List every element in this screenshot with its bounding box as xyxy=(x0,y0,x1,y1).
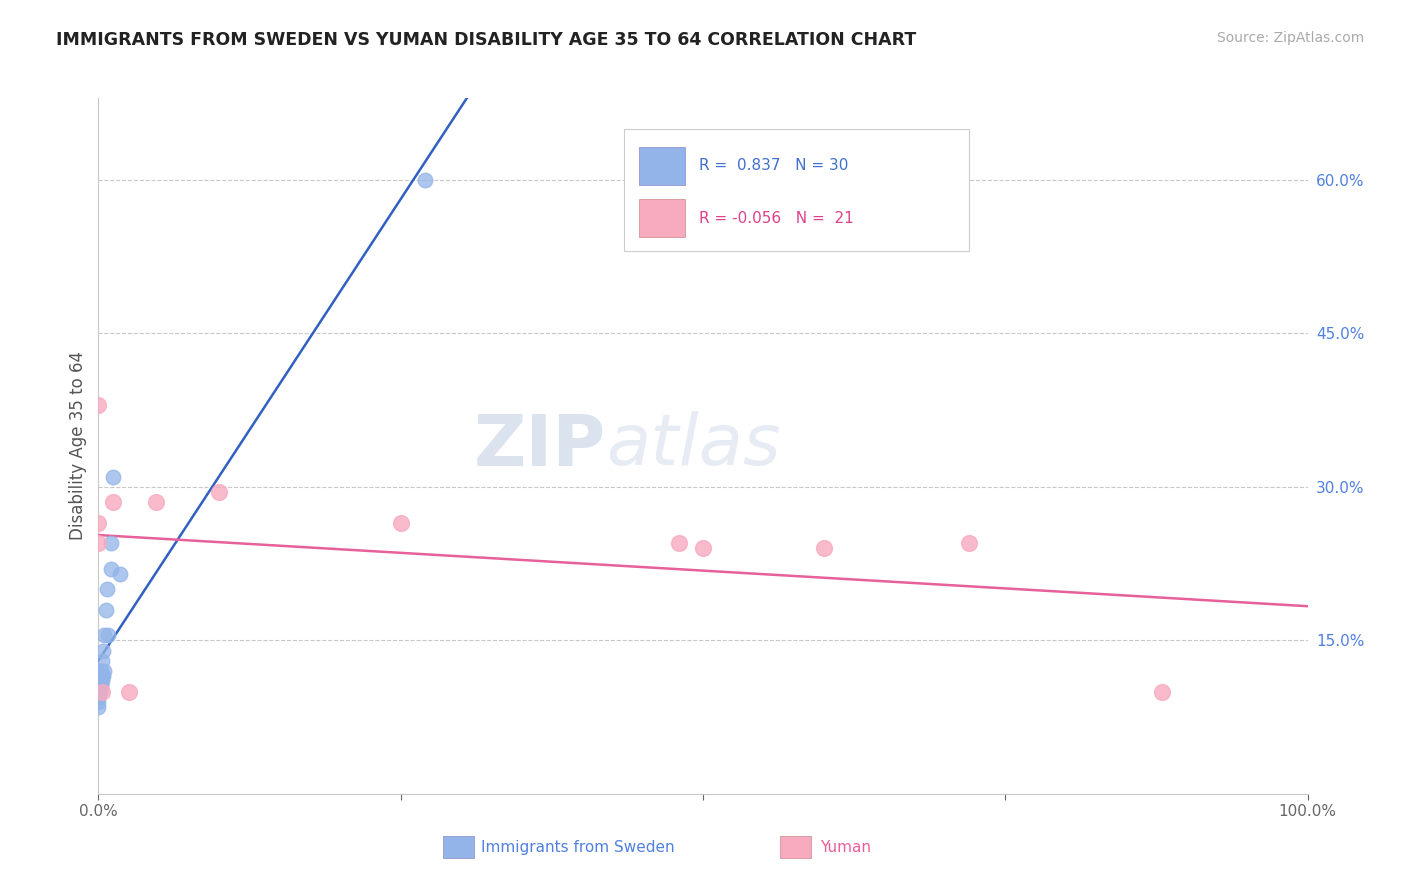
Point xyxy=(100,536,122,550)
Bar xyxy=(638,199,685,237)
Point xyxy=(89,684,111,698)
FancyBboxPatch shape xyxy=(624,129,969,252)
Point xyxy=(87,690,110,704)
Text: Yuman: Yuman xyxy=(820,840,870,855)
Text: atlas: atlas xyxy=(606,411,780,481)
Point xyxy=(668,536,690,550)
Point xyxy=(87,674,110,689)
Point xyxy=(94,603,117,617)
Point xyxy=(97,628,120,642)
Point xyxy=(90,674,112,689)
Point xyxy=(108,566,131,581)
Point xyxy=(87,516,110,530)
Point xyxy=(89,680,111,694)
Text: IMMIGRANTS FROM SWEDEN VS YUMAN DISABILITY AGE 35 TO 64 CORRELATION CHART: IMMIGRANTS FROM SWEDEN VS YUMAN DISABILI… xyxy=(56,31,917,49)
Point xyxy=(93,628,115,642)
Point xyxy=(87,680,110,694)
Y-axis label: Disability Age 35 to 64: Disability Age 35 to 64 xyxy=(69,351,87,541)
Point xyxy=(389,516,412,530)
Text: Immigrants from Sweden: Immigrants from Sweden xyxy=(481,840,675,855)
Point xyxy=(413,173,436,187)
Point xyxy=(87,684,110,698)
Point xyxy=(957,536,980,550)
Point xyxy=(1152,684,1174,698)
Point xyxy=(91,674,114,689)
Point xyxy=(100,562,122,576)
Point xyxy=(89,674,111,689)
Point xyxy=(90,669,112,683)
Point xyxy=(87,398,110,412)
Text: Source: ZipAtlas.com: Source: ZipAtlas.com xyxy=(1216,31,1364,45)
Bar xyxy=(638,147,685,186)
Point xyxy=(91,643,114,657)
Text: R = -0.056   N =  21: R = -0.056 N = 21 xyxy=(699,211,853,226)
Point xyxy=(87,699,110,714)
Text: ZIP: ZIP xyxy=(474,411,606,481)
Point xyxy=(93,664,115,678)
Point xyxy=(101,495,124,509)
Point xyxy=(692,541,714,556)
Text: R =  0.837   N = 30: R = 0.837 N = 30 xyxy=(699,159,849,173)
Point xyxy=(101,469,124,483)
Point xyxy=(813,541,835,556)
Point xyxy=(89,664,111,678)
Point xyxy=(91,654,114,668)
Point xyxy=(90,680,112,694)
Point xyxy=(87,536,110,550)
Point xyxy=(91,684,114,698)
Point xyxy=(118,684,141,698)
Point xyxy=(87,695,110,709)
Point xyxy=(145,495,167,509)
Point xyxy=(90,664,112,678)
Point xyxy=(89,669,111,683)
Point xyxy=(208,485,231,500)
Point xyxy=(91,669,114,683)
Point xyxy=(96,582,118,597)
Point xyxy=(91,669,114,683)
